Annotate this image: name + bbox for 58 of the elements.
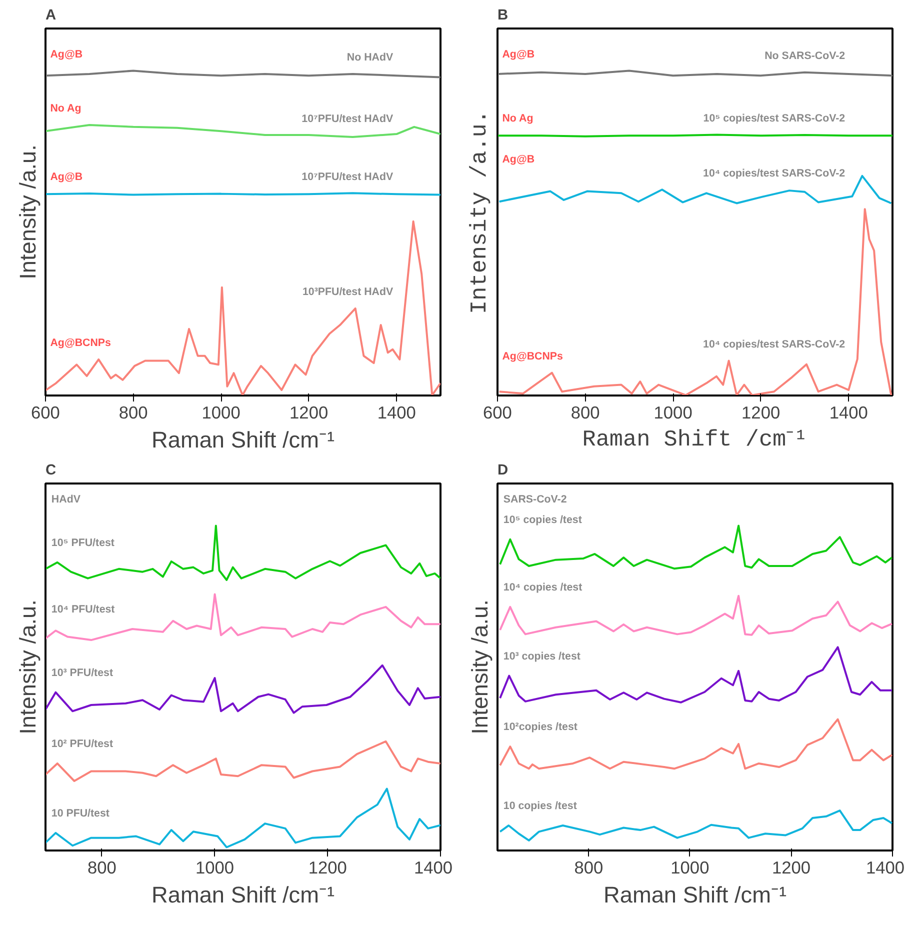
x-tick-label: 600	[31, 402, 60, 422]
annotation: 10²copies /test	[503, 721, 578, 734]
annotation: 10⁵ PFU/test	[51, 536, 115, 549]
x-axis-title: Raman Shift /cm⁻¹	[604, 882, 787, 908]
text: Ag@B	[50, 48, 83, 60]
x-tick-label: 1000	[670, 858, 710, 878]
annotation: 10² PFU/test	[51, 738, 114, 750]
x-axis-title: Raman Shift /cm⁻¹	[582, 426, 808, 452]
annotation: 10⁵ copies /test	[503, 514, 582, 526]
annotation: 10³PFU/test HAdV	[302, 286, 394, 298]
x-tick-label: 1000	[202, 402, 240, 422]
annotation: 10⁴ copies/test SARS-CoV-2	[703, 167, 846, 180]
x-tick-label: 1000	[196, 858, 234, 878]
x-tick-label: 800	[87, 858, 116, 878]
annotation: No Ag	[502, 112, 534, 124]
y-axis-title: Intensity /a.u.	[466, 600, 492, 734]
x-tick-label: 800	[570, 402, 600, 422]
annotation: No Ag	[50, 102, 82, 115]
annotation: 10⁷PFU/test HAdV	[302, 112, 394, 125]
annotation: 10³ PFU/test	[51, 666, 114, 679]
x-tick-label: 1000	[654, 402, 692, 422]
annotation: Ag@B	[50, 170, 83, 183]
x-axis-title: Raman Shift /cm⁻¹	[152, 426, 335, 452]
y-axis-title: Intensity /a.u.	[466, 110, 492, 314]
annotation: Ag@B	[502, 154, 535, 166]
chart-title: C	[46, 462, 56, 478]
annotation: 10⁴ PFU/test	[51, 604, 116, 616]
text: HAdV	[51, 494, 82, 506]
x-tick-label: 1200	[742, 402, 780, 422]
x-tick-label: 600	[483, 402, 512, 422]
text: SARS-CoV-2	[503, 494, 567, 506]
annotation: 10 copies /test	[503, 800, 578, 812]
x-tick-label: 1200	[308, 858, 347, 878]
annotation: Ag@BCNPs	[50, 337, 112, 350]
annotation: 10⁷PFU/test HAdV	[302, 170, 394, 183]
x-tick-label: 1400	[377, 402, 416, 422]
x-tick-label: 1400	[414, 858, 453, 878]
text: No SARS-CoV-2	[764, 50, 846, 62]
annotation: 10³ copies /test	[503, 650, 581, 662]
x-tick-label: 1400	[866, 858, 905, 878]
x-tick-label: 1400	[829, 402, 868, 422]
x-tick-label: 1200	[772, 858, 811, 878]
chart-title: D	[498, 462, 508, 478]
annotation: 10⁵ copies/test SARS-CoV-2	[703, 112, 846, 124]
y-axis-title: Intensity /a.u.	[14, 144, 40, 280]
text: No HAdV	[346, 52, 394, 64]
text: Ag@B	[502, 48, 535, 60]
annotation: 10⁴ copies /test	[503, 581, 583, 594]
x-axis-title: Raman Shift /cm⁻¹	[152, 882, 335, 908]
y-axis-title: Intensity /a.u.	[14, 600, 40, 734]
x-tick-label: 800	[574, 858, 604, 878]
chart-title: A	[46, 8, 56, 24]
annotation: 10 PFU/test	[51, 807, 110, 820]
annotation: 10⁴ copies/test SARS-CoV-2	[703, 338, 846, 351]
chart-title: B	[498, 8, 508, 24]
x-tick-label: 800	[118, 402, 148, 422]
x-tick-label: 1200	[290, 402, 328, 422]
annotation: Ag@BCNPs	[502, 350, 564, 363]
